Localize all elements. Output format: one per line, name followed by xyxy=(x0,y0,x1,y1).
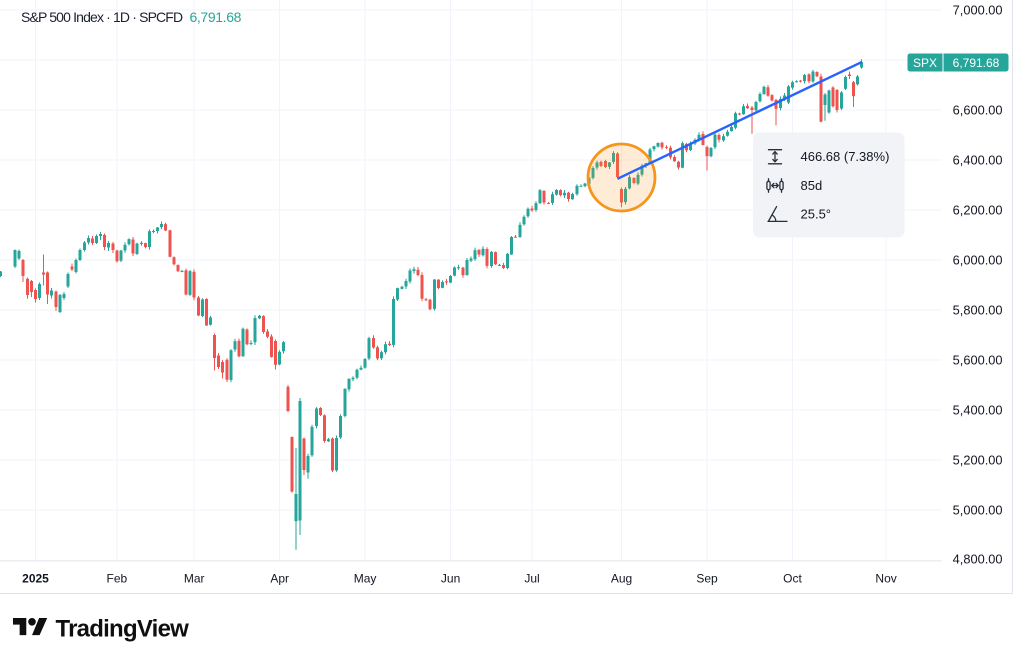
svg-text:Mar: Mar xyxy=(184,572,205,586)
svg-text:6,791.68: 6,791.68 xyxy=(953,56,1000,70)
svg-text:SPX: SPX xyxy=(913,56,937,70)
svg-text:5,000.00: 5,000.00 xyxy=(953,502,1003,517)
svg-text:Nov: Nov xyxy=(875,572,896,586)
svg-text:Aug: Aug xyxy=(611,572,632,586)
svg-text:Feb: Feb xyxy=(107,572,128,586)
svg-text:25.5°: 25.5° xyxy=(801,207,832,222)
svg-text:May: May xyxy=(354,572,377,586)
svg-text:85d: 85d xyxy=(801,178,823,193)
svg-text:6,200.00: 6,200.00 xyxy=(953,202,1003,217)
svg-text:6,400.00: 6,400.00 xyxy=(953,152,1003,167)
svg-text:466.68 (7.38%): 466.68 (7.38%) xyxy=(801,149,890,164)
svg-text:TradingView: TradingView xyxy=(56,616,190,643)
svg-text:Jul: Jul xyxy=(524,572,539,586)
svg-text:5,200.00: 5,200.00 xyxy=(953,452,1003,467)
svg-text:S&P 500 Index · 1D · SPCFD: S&P 500 Index · 1D · SPCFD xyxy=(21,9,183,25)
svg-text:Jun: Jun xyxy=(441,572,460,586)
svg-text:4,800.00: 4,800.00 xyxy=(953,551,1003,566)
svg-text:2025: 2025 xyxy=(22,572,49,586)
svg-text:5,600.00: 5,600.00 xyxy=(953,352,1003,367)
svg-text:5,800.00: 5,800.00 xyxy=(953,302,1003,317)
svg-text:6,000.00: 6,000.00 xyxy=(953,252,1003,267)
svg-text:6,600.00: 6,600.00 xyxy=(953,102,1003,117)
svg-text:7,000.00: 7,000.00 xyxy=(953,2,1003,17)
svg-text:Sep: Sep xyxy=(696,572,718,586)
svg-text:Apr: Apr xyxy=(270,572,289,586)
svg-text:5,400.00: 5,400.00 xyxy=(953,402,1003,417)
svg-text:6,791.68: 6,791.68 xyxy=(190,9,242,25)
svg-text:Oct: Oct xyxy=(783,572,802,586)
